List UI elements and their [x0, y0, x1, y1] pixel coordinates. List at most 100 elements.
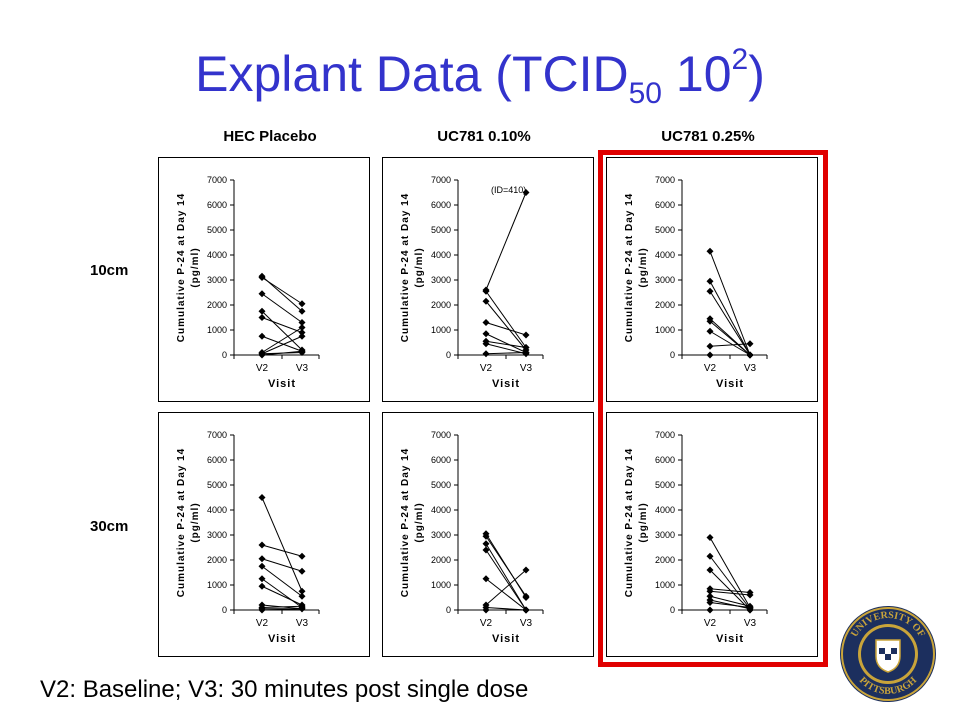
y-tick-label: 2000	[207, 555, 227, 565]
y-axis-label-line2: (pg/ml)	[190, 247, 201, 287]
x-axis-label: Visit	[492, 633, 520, 645]
data-point	[298, 332, 306, 340]
data-point	[298, 567, 306, 575]
data-point	[298, 329, 306, 336]
series-line	[709, 590, 751, 596]
x-tick-label: V3	[296, 363, 309, 374]
y-axis-label-line1: Cumulative P-24 at Day 14	[624, 448, 635, 598]
series-line	[709, 555, 751, 610]
data-point	[522, 344, 530, 351]
row-label-10cm: 10cm	[90, 262, 129, 279]
series-line	[261, 317, 303, 333]
y-axis-label-line2: (pg/ml)	[638, 247, 649, 287]
data-point	[706, 327, 714, 335]
data-point	[258, 494, 266, 501]
series-line	[485, 340, 527, 348]
y-tick-label: 1000	[207, 325, 227, 335]
column-header-uc781-025: UC781 0.25%	[661, 128, 755, 145]
series-line	[709, 251, 751, 356]
y-tick-label: 0	[446, 605, 451, 615]
series-line	[709, 281, 751, 356]
data-point	[258, 272, 266, 280]
y-axis-label: Cumulative P-24 at Day 14 (pg/ml)	[176, 448, 201, 598]
data-point	[706, 534, 714, 541]
data-point	[706, 342, 714, 350]
x-tick-label: V2	[256, 618, 269, 629]
series-line	[709, 602, 751, 608]
data-point	[258, 604, 266, 611]
series-line	[485, 535, 527, 597]
series-line	[485, 300, 527, 351]
y-axis-label-line2: (pg/ml)	[638, 502, 649, 542]
y-tick-label: 7000	[431, 430, 451, 440]
x-tick-label: V2	[704, 363, 717, 374]
y-tick-label: 4000	[207, 250, 227, 260]
data-point	[746, 340, 754, 348]
data-point	[706, 592, 714, 600]
title-end: )	[748, 46, 765, 102]
data-point	[258, 314, 266, 321]
y-tick-label: 1000	[655, 325, 675, 335]
data-point	[298, 552, 306, 560]
series-line	[261, 544, 303, 557]
series-line	[261, 578, 303, 608]
y-tick-label: 4000	[655, 505, 675, 515]
data-point	[706, 351, 714, 359]
x-axis-label: Visit	[492, 378, 520, 390]
data-point	[258, 307, 266, 315]
series-line	[485, 192, 527, 291]
y-axis-label-line2: (pg/ml)	[190, 502, 201, 542]
y-tick-label: 3000	[431, 530, 451, 540]
x-tick-label: V2	[480, 363, 493, 374]
series-line	[261, 558, 303, 572]
data-point	[706, 552, 714, 560]
y-tick-label: 6000	[431, 200, 451, 210]
series-line	[485, 290, 527, 348]
series-line	[261, 585, 303, 606]
series-line	[709, 537, 751, 608]
data-point	[706, 606, 714, 614]
data-point	[706, 566, 714, 574]
data-point	[522, 606, 530, 614]
y-axis-label: Cumulative P-24 at Day 14 (pg/ml)	[624, 448, 649, 598]
chart-annotation: (ID=410)	[491, 185, 526, 195]
y-tick-label: 7000	[207, 175, 227, 185]
y-tick-label: 4000	[207, 505, 227, 515]
y-tick-label: 4000	[655, 250, 675, 260]
series-line	[261, 605, 303, 608]
y-tick-label: 1000	[655, 580, 675, 590]
x-tick-label: V2	[480, 618, 493, 629]
y-tick-label: 0	[222, 350, 227, 360]
x-tick-label: V3	[744, 618, 757, 629]
data-point	[482, 575, 490, 583]
data-point	[258, 350, 266, 358]
highlight-box	[598, 150, 828, 667]
y-axis-label-line1: Cumulative P-24 at Day 14	[400, 193, 411, 343]
series-line	[485, 333, 527, 353]
y-axis-label: Cumulative P-24 at Day 14 (pg/ml)	[176, 193, 201, 343]
series-line	[261, 350, 303, 356]
data-point	[482, 540, 490, 548]
y-tick-label: 7000	[207, 430, 227, 440]
series-line	[485, 578, 527, 611]
y-tick-label: 5000	[655, 225, 675, 235]
data-point	[258, 575, 266, 583]
y-tick-label: 5000	[655, 480, 675, 490]
data-point	[746, 606, 754, 614]
x-axis-label: Visit	[268, 633, 296, 645]
series-line	[261, 335, 303, 352]
y-tick-label: 3000	[431, 275, 451, 285]
y-tick-label: 6000	[431, 455, 451, 465]
data-point	[298, 307, 306, 315]
data-point	[482, 297, 490, 305]
x-tick-label: V3	[520, 363, 533, 374]
data-point	[298, 602, 306, 610]
series-line	[261, 608, 303, 611]
chart-panel-uc781-010-30cm: 0 1000 2000 3000 4000 5000 6000 7000 V2 V3 Visit Cu…	[382, 412, 594, 657]
y-tick-label: 0	[670, 350, 675, 360]
y-tick-label: 0	[446, 350, 451, 360]
y-tick-label: 6000	[655, 455, 675, 465]
